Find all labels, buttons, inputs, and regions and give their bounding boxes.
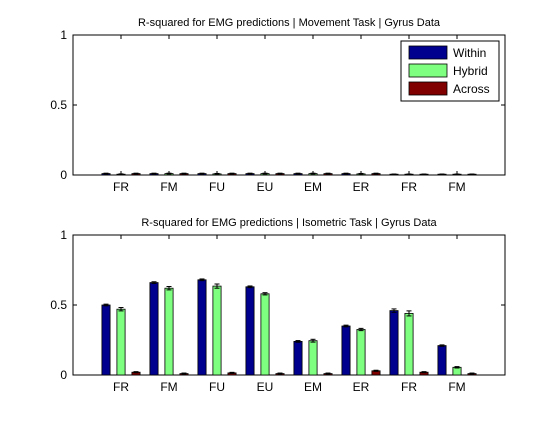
x-tick-label: EM <box>304 180 322 194</box>
bar-within <box>341 325 351 376</box>
bar-within <box>293 340 303 376</box>
bar-within <box>437 345 447 376</box>
legend-swatch-within <box>408 45 448 60</box>
y-tick-label: 0.5 <box>50 298 67 312</box>
legend-swatch-across <box>408 81 448 96</box>
bar-hybrid <box>212 285 222 376</box>
x-tick-label: FU <box>209 180 225 194</box>
bar-within <box>197 279 207 376</box>
x-tick-label: FR <box>401 380 417 394</box>
bar-within <box>149 282 159 376</box>
legend-label-within: Within <box>453 46 486 60</box>
legend-label-hybrid: Hybrid <box>453 64 488 78</box>
x-tick-label: FM <box>448 380 465 394</box>
x-tick-label: ER <box>353 380 370 394</box>
bar-within <box>389 310 399 376</box>
bar-hybrid <box>404 312 414 376</box>
bar-within <box>101 304 111 376</box>
y-tick-label: 1 <box>60 28 67 42</box>
chart-title: R-squared for EMG predictions | Isometri… <box>141 217 437 229</box>
x-tick-label: FR <box>113 380 129 394</box>
x-tick-label: EU <box>257 180 274 194</box>
x-tick-label: ER <box>353 180 370 194</box>
chart-title: R-squared for EMG predictions | Movement… <box>138 17 441 29</box>
x-tick-label: FM <box>448 180 465 194</box>
legend-swatch-hybrid <box>408 63 448 78</box>
y-tick-label: 0.5 <box>50 98 67 112</box>
chart-panel-2: R-squared for EMG predictions | Isometri… <box>50 217 506 394</box>
x-tick-label: FU <box>209 380 225 394</box>
bar-hybrid <box>356 329 366 376</box>
y-tick-label: 0 <box>60 168 67 182</box>
legend-label-across: Across <box>453 82 490 96</box>
x-tick-label: FR <box>401 180 417 194</box>
y-tick-label: 1 <box>60 228 67 242</box>
x-tick-label: EU <box>257 380 274 394</box>
y-tick-label: 0 <box>60 368 67 382</box>
x-tick-label: FR <box>113 180 129 194</box>
x-tick-label: FM <box>160 180 177 194</box>
bar-hybrid <box>308 340 318 376</box>
bar-within <box>245 286 255 376</box>
bar-hybrid <box>260 293 270 376</box>
axes-box <box>72 234 506 376</box>
bar-hybrid <box>116 308 126 376</box>
x-tick-label: EM <box>304 380 322 394</box>
x-tick-label: FM <box>160 380 177 394</box>
chart-panel-1: R-squared for EMG predictions | Movement… <box>50 17 506 194</box>
bar-hybrid <box>164 287 174 376</box>
